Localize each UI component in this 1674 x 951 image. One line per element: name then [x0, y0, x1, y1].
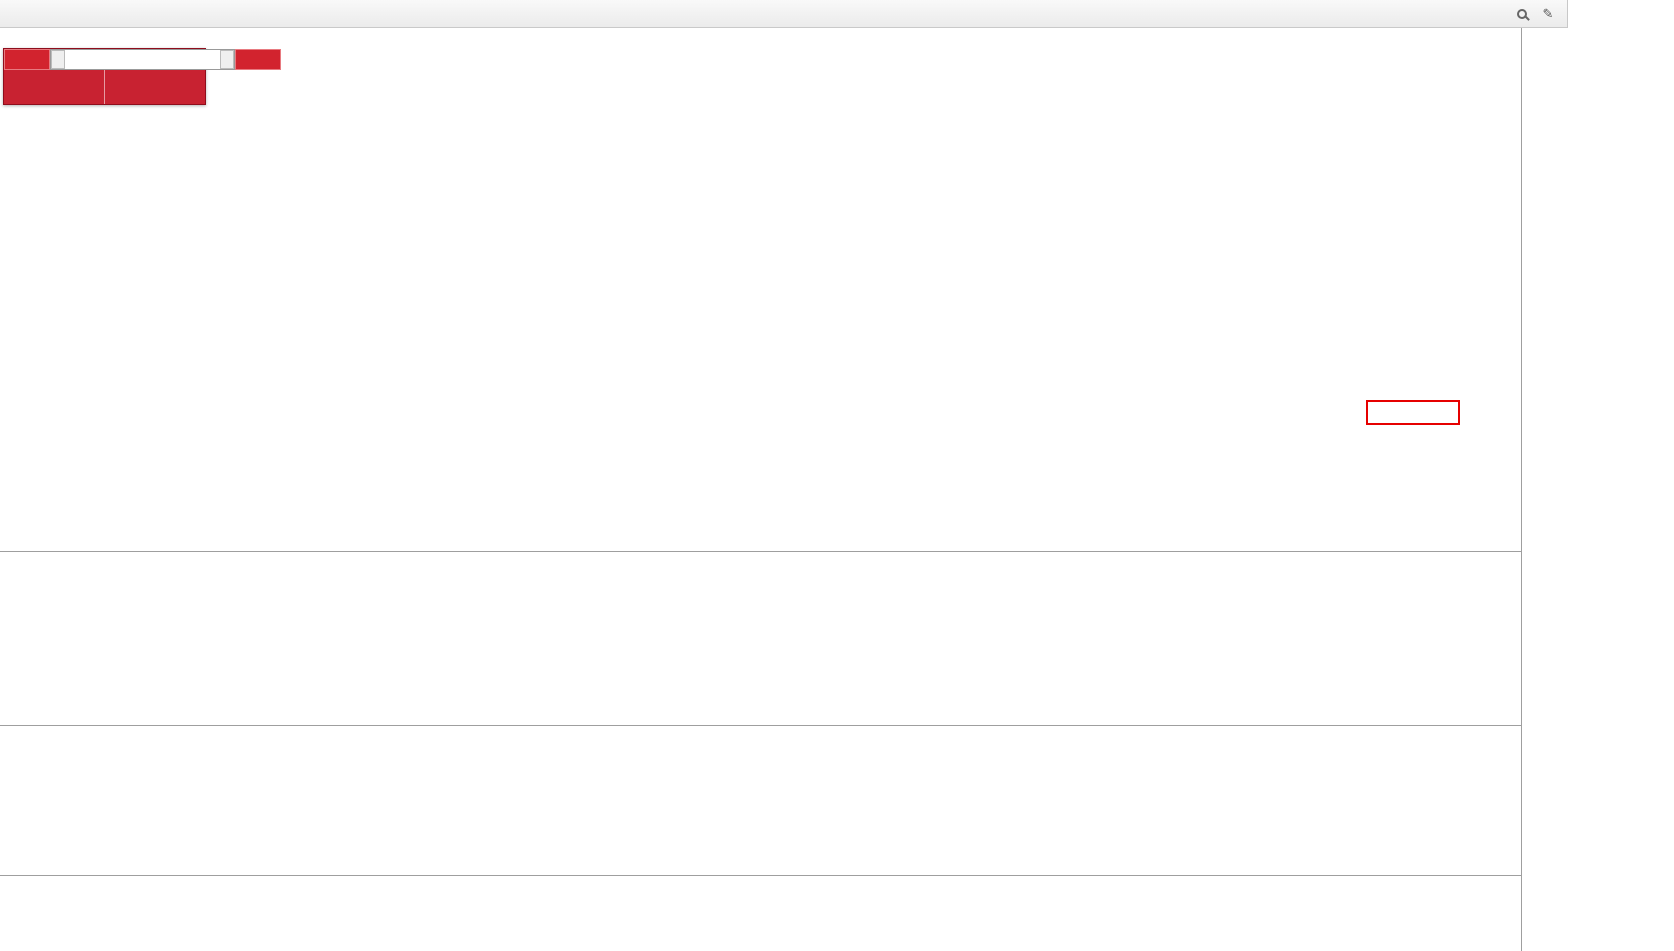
buy-price[interactable]: [104, 70, 205, 104]
rsi-panel[interactable]: [0, 725, 1521, 875]
chart-area[interactable]: [0, 28, 1521, 951]
toolbar-right: ✎: [1517, 3, 1563, 25]
outside-area: [1569, 0, 1674, 951]
buy-button[interactable]: [235, 49, 281, 70]
sell-price[interactable]: [4, 70, 104, 104]
trade-panel-controls: [4, 49, 281, 70]
volume-up-button[interactable]: [220, 50, 234, 69]
price-axis[interactable]: [1521, 28, 1568, 951]
toolbar: ✎: [0, 0, 1567, 28]
mt4-window: ✎: [0, 0, 1568, 951]
trade-panel-prices: [4, 70, 205, 104]
one-click-trading-panel: [3, 48, 281, 105]
rsi-svg: [0, 726, 1521, 875]
search-icon[interactable]: [1517, 8, 1527, 19]
price-callout-box[interactable]: [1366, 400, 1460, 425]
macd-svg: [0, 552, 1521, 725]
volume-input[interactable]: [65, 50, 220, 69]
volume-control: [50, 49, 235, 70]
pencil-icon: ✎: [1542, 5, 1554, 21]
sell-button[interactable]: [4, 49, 50, 70]
main-chart-svg[interactable]: [0, 28, 1521, 551]
macd-panel[interactable]: [0, 551, 1521, 725]
edit-button[interactable]: ✎: [1537, 3, 1559, 25]
time-axis[interactable]: [0, 875, 1521, 951]
volume-down-button[interactable]: [51, 50, 65, 69]
workspace: [0, 28, 1568, 951]
